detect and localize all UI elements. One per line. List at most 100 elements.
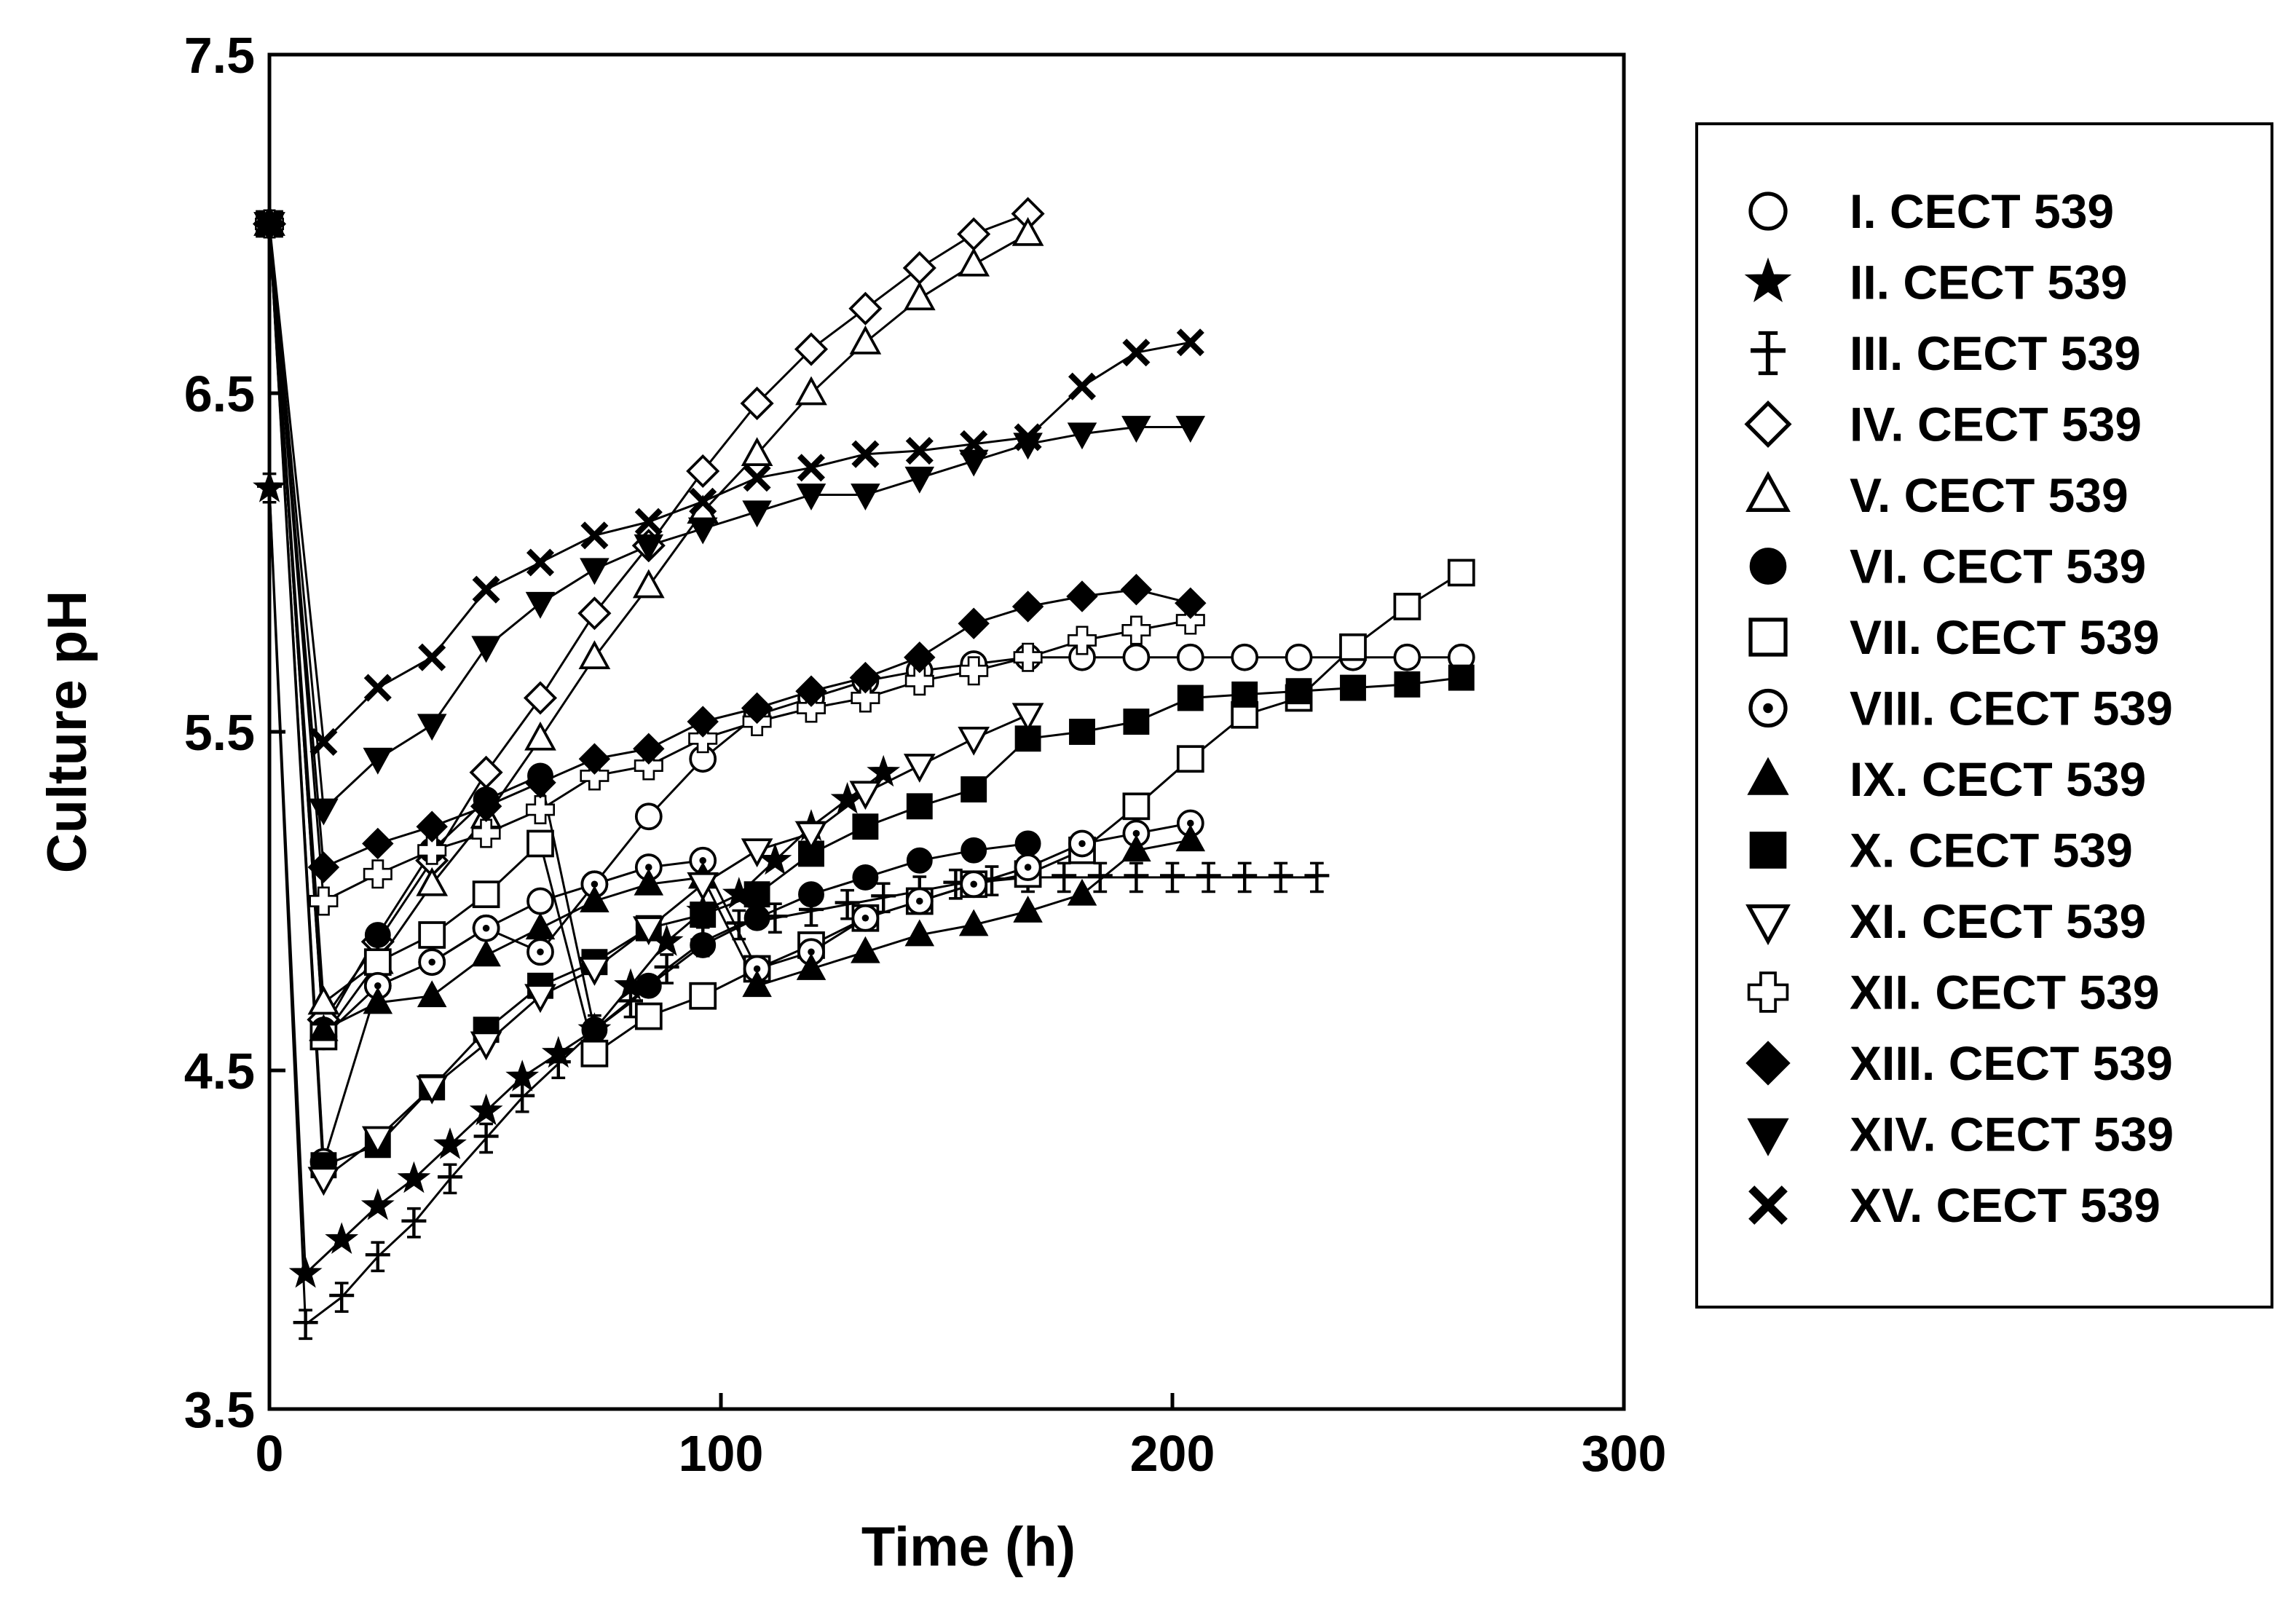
data-point (1175, 416, 1206, 443)
data-point (580, 521, 609, 550)
data-point (526, 548, 555, 577)
y-tick-label: 7.5 (184, 27, 255, 84)
x-tick-label: 100 (679, 1425, 764, 1482)
data-point (307, 851, 340, 883)
data-point (309, 1014, 339, 1041)
legend-label: VII. CECT 539 (1850, 610, 2160, 664)
data-point (418, 643, 446, 671)
data-point (1122, 339, 1151, 367)
data-point (1175, 824, 1206, 852)
series-line (268, 488, 885, 1276)
legend-label: XV. CECT 539 (1850, 1178, 2161, 1232)
data-point (1176, 328, 1204, 357)
data-point (903, 281, 936, 311)
data-point (1268, 861, 1293, 893)
legend-marker (1749, 832, 1787, 869)
data-point (957, 217, 991, 251)
legend-label: III. CECT 539 (1850, 326, 2141, 380)
legend-label: V. CECT 539 (1850, 468, 2129, 522)
data-point (580, 558, 609, 585)
legend-label: X. CECT 539 (1850, 824, 2133, 877)
data-point (634, 1002, 663, 1030)
legend-marker (1748, 192, 1788, 231)
data-point (471, 636, 501, 663)
legend-items: I. CECT 539 II. CECT 539 III. CECT 539 IV. … (1744, 184, 2174, 1232)
data-point (689, 487, 717, 516)
data-point (288, 1255, 323, 1288)
data-point (687, 872, 719, 901)
data-point (363, 948, 392, 976)
legend-marker (1748, 688, 1788, 728)
data-point (418, 948, 446, 976)
data-point (1231, 681, 1258, 708)
data-point (904, 641, 936, 674)
data-point (903, 754, 936, 783)
legend-box (1695, 122, 2273, 1309)
data-point (1011, 591, 1044, 623)
data-point (635, 972, 662, 999)
data-point (795, 821, 827, 851)
data-point (364, 922, 391, 948)
data-point (365, 1241, 390, 1273)
data-point (363, 987, 393, 1014)
data-point (472, 575, 500, 604)
data-point (524, 721, 556, 751)
data-point (581, 1017, 608, 1043)
data-point (849, 661, 882, 694)
data-point (1447, 559, 1475, 587)
data-point (417, 714, 447, 741)
data-point (634, 751, 663, 781)
series-line (268, 224, 1029, 1181)
data-point (633, 733, 665, 765)
data-point (796, 693, 827, 723)
data-point (1231, 643, 1259, 671)
data-point (1068, 829, 1096, 858)
data-point (1175, 605, 1205, 635)
data-point (1067, 422, 1097, 450)
legend-label: IX. CECT 539 (1850, 752, 2146, 806)
legend-label: XI. CECT 539 (1850, 894, 2146, 948)
legend-label: VIII. CECT 539 (1850, 682, 2173, 735)
data-point (401, 1207, 427, 1239)
data-point (580, 1039, 609, 1068)
y-tick-label: 3.5 (184, 1381, 255, 1438)
y-tick-label: 4.5 (184, 1043, 255, 1100)
series-line (268, 224, 1191, 869)
data-point (1014, 830, 1041, 857)
legend-label: XII. CECT 539 (1850, 966, 2160, 1019)
data-point (960, 870, 988, 899)
data-point (634, 508, 663, 536)
data-point (469, 755, 503, 789)
data-point (1068, 372, 1097, 400)
data-point (1175, 587, 1207, 620)
data-point (524, 767, 556, 799)
legend-label: XIV. CECT 539 (1850, 1108, 2174, 1161)
data-point (329, 1282, 355, 1313)
x-axis-title: Time (h) (861, 1516, 1076, 1578)
data-point (743, 904, 770, 931)
series-layer (252, 197, 1475, 1341)
data-point (526, 829, 554, 858)
data-point (634, 853, 663, 881)
data-point (438, 1163, 462, 1195)
data-point (578, 743, 611, 775)
data-point (1176, 643, 1204, 671)
plot-frame (267, 52, 1626, 1411)
data-point (851, 440, 880, 468)
data-point (851, 936, 880, 963)
data-point (307, 1167, 340, 1196)
legend-marker (1748, 1185, 1788, 1225)
legend-marker (1744, 400, 1792, 449)
data-point (686, 454, 720, 488)
legend-marker (1745, 1041, 1791, 1086)
series-line (268, 224, 1191, 903)
data-point (851, 904, 880, 932)
data-point (417, 835, 447, 865)
data-point (1013, 895, 1043, 923)
data-point (852, 813, 879, 840)
data-point (580, 761, 609, 791)
data-point (690, 932, 717, 958)
data-point (523, 681, 558, 715)
data-point (525, 794, 556, 824)
data-point (690, 901, 717, 928)
